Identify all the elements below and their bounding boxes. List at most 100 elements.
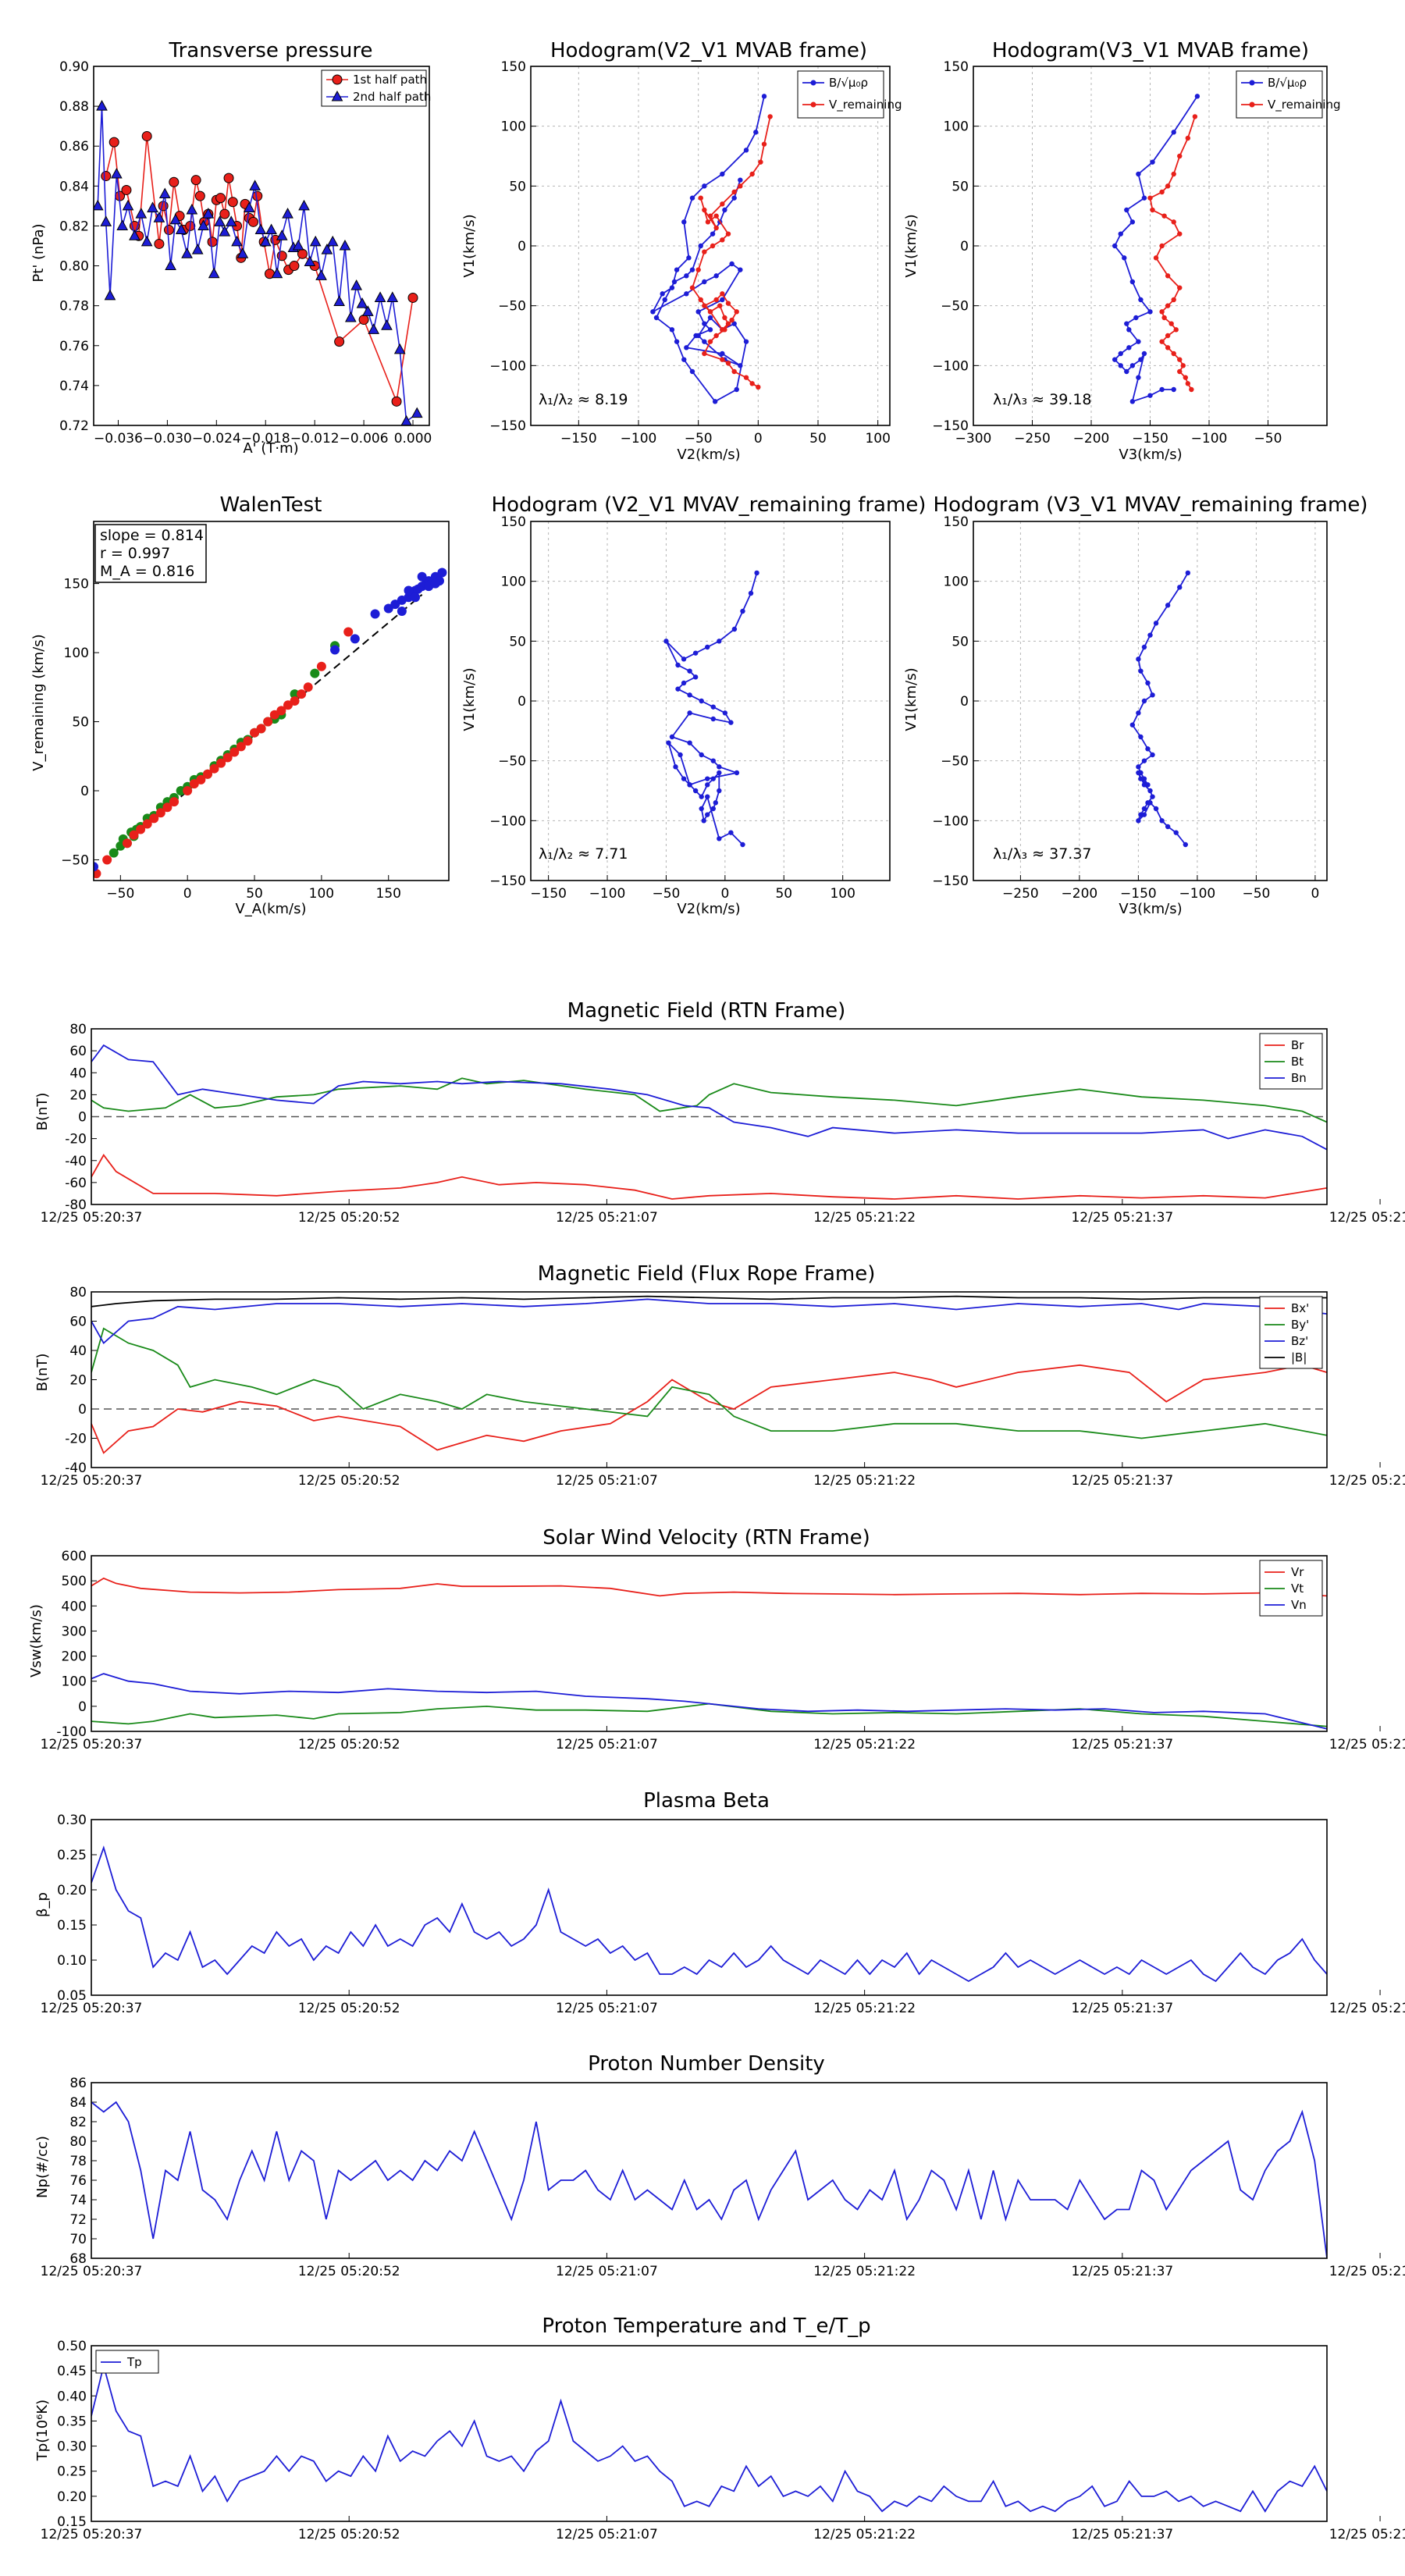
walen-point <box>263 717 273 727</box>
hodogram-line <box>1149 116 1196 390</box>
y-tick-label: −100 <box>489 813 526 829</box>
walen-point <box>430 578 440 589</box>
hodogram-point <box>1150 692 1155 698</box>
y-tick-label: 0 <box>78 1402 87 1418</box>
x-tick-label: 12/25 05:20:52 <box>298 1473 400 1489</box>
walen-point <box>189 779 199 789</box>
x-tick-label: −50 <box>106 886 134 902</box>
data-point <box>304 255 316 266</box>
y-tick-label: 400 <box>62 1599 87 1614</box>
hodogram-point <box>720 350 725 357</box>
hodogram-point <box>687 740 692 745</box>
panel-title: Solar Wind Velocity (RTN Frame) <box>542 1526 870 1550</box>
y-tick-label: 86 <box>69 2076 87 2091</box>
hodogram-point <box>1150 207 1155 213</box>
hodogram-point <box>1147 309 1153 315</box>
data-point <box>333 295 345 307</box>
panel-solar-wind-velocity: Solar Wind Velocity (RTN Frame) Vsw(km/s… <box>28 1526 870 1678</box>
hodogram-point <box>699 806 704 812</box>
hodogram-point <box>1141 350 1147 357</box>
x-tick-label: 12/25 05:21:52 <box>1329 1210 1405 1226</box>
x-tick-label: 12/25 05:20:37 <box>41 2264 143 2279</box>
x-tick-label: 12/25 05:21:22 <box>813 2264 916 2279</box>
hodogram-point <box>678 752 683 758</box>
hodogram-point <box>761 94 767 99</box>
data-point <box>163 225 174 236</box>
hodogram-point <box>720 297 725 303</box>
hodogram-point <box>705 782 710 788</box>
data-point <box>129 229 140 240</box>
hodogram-point <box>1177 585 1183 590</box>
data-point <box>248 216 259 227</box>
hodogram-point <box>687 782 692 788</box>
walen-point <box>183 786 193 795</box>
data-point <box>298 199 310 211</box>
y-tick-label: 74 <box>69 2193 87 2208</box>
legend-label: Bx' <box>1291 1301 1309 1315</box>
legend-box <box>1236 70 1323 119</box>
walen-point <box>122 838 132 849</box>
hodogram-point <box>1159 386 1165 393</box>
hodogram-line <box>1113 95 1198 403</box>
y-tick-label: −50 <box>941 754 969 770</box>
hodogram-point <box>1147 788 1153 794</box>
hodogram-point <box>1136 818 1141 824</box>
x-tick-label: −150 <box>1132 431 1168 447</box>
walen-point <box>149 813 159 824</box>
data-point <box>407 292 418 303</box>
hodogram-point <box>663 639 669 644</box>
hodogram-point <box>710 243 716 249</box>
hodogram-point <box>1138 812 1144 817</box>
hodogram-point <box>707 315 713 321</box>
hodogram-point <box>1165 345 1171 350</box>
walen-point <box>236 742 246 752</box>
y-tick-label: 82 <box>69 2115 87 2130</box>
hodogram-point <box>705 219 711 225</box>
legend-label: 1st half path <box>353 73 427 87</box>
walen-point <box>343 627 354 637</box>
hodogram-point <box>1173 327 1179 333</box>
y-tick-label: 0.10 <box>57 1953 87 1969</box>
hodogram-point <box>702 303 707 308</box>
data-point <box>243 201 255 212</box>
legend-marker <box>332 74 343 85</box>
x-tick-label: 12/25 05:20:52 <box>298 2264 400 2279</box>
y-tick-label: 0.72 <box>59 418 89 434</box>
hodogram-point <box>1141 698 1147 704</box>
panel-title: Transverse pressure <box>169 39 373 62</box>
y-tick-label: −50 <box>498 754 526 770</box>
data-point <box>386 291 399 302</box>
y-tick-label: 150 <box>501 514 526 530</box>
hodogram-point <box>669 734 675 740</box>
walen-point <box>108 848 119 858</box>
hodogram-point <box>1141 782 1147 788</box>
hodogram-point <box>1153 255 1159 261</box>
walen-point <box>209 763 219 774</box>
hodogram-point <box>749 381 755 386</box>
x-axis-label: V3(km/s) <box>1119 901 1182 917</box>
data-point <box>214 215 226 226</box>
axes: −150 −100 −50 0 50 100 150 100 50 0 −50 −100 −150 <box>489 514 890 902</box>
hodogram-point <box>1138 357 1144 362</box>
x-tick-label: 12/25 05:21:52 <box>1329 2264 1405 2279</box>
x-tick-label: −150 <box>530 886 567 902</box>
hodogram-point <box>1159 818 1165 824</box>
series-group <box>91 1044 1327 1200</box>
y-tick-label: 150 <box>944 514 969 530</box>
hodogram-point <box>1141 644 1147 650</box>
data-point <box>219 226 231 237</box>
data-point <box>391 396 402 407</box>
hodogram-point <box>1122 255 1127 261</box>
series-group <box>1112 94 1200 404</box>
data-point <box>186 203 198 215</box>
y-tick-label: 84 <box>69 2095 87 2111</box>
legend: Br Bt Bn <box>1259 1033 1323 1090</box>
hodogram-point <box>701 818 706 824</box>
hodogram-point <box>1147 800 1153 806</box>
hodogram-point <box>1136 656 1141 662</box>
axes: −0.036 −0.030 −0.024 −0.018 −0.012 −0.006 0.00… <box>59 59 432 447</box>
y-tick-label: 0 <box>960 239 969 254</box>
axes: 12/25 05:20:37 12/25 05:20:52 12/25 05:21:… <box>41 1813 1405 2016</box>
hodogram-point <box>728 720 734 725</box>
hodogram-point <box>1159 309 1165 315</box>
